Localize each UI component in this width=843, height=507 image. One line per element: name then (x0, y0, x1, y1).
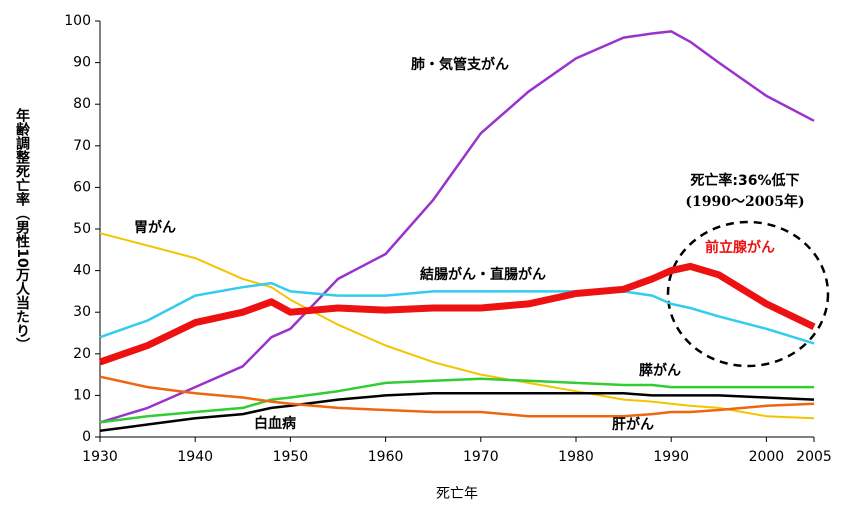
y-tick-label: 10 (73, 387, 91, 403)
y-tick-label: 50 (73, 221, 91, 237)
series-label: 白血病 (254, 415, 296, 432)
series-line (99, 375, 815, 418)
x-tick-label: 1950 (273, 449, 309, 465)
series-label: 胃がん (134, 219, 176, 236)
series-label: 肝がん (612, 416, 654, 433)
series-label: 前立腺がん (705, 239, 775, 256)
y-tick-label: 60 (73, 179, 91, 195)
series-line (99, 392, 815, 433)
highlight-circle (666, 220, 830, 368)
x-tick-label: 2005 (796, 449, 832, 465)
annotation: 死亡率:36%低下 (689, 172, 799, 189)
y-tick-label: 30 (73, 304, 91, 320)
x-tick-label: 1970 (463, 449, 499, 465)
series-line (98, 262, 816, 366)
x-tick-label: 1930 (82, 449, 118, 465)
y-axis-label: 年齢調整死亡率（男性10万人当たり） (14, 108, 31, 352)
x-axis-label: 死亡年 (436, 486, 478, 502)
y-tick-label: 80 (73, 96, 91, 112)
annotation: (1990〜2005年) (685, 193, 804, 210)
x-tick-label: 2000 (749, 449, 785, 465)
x-tick-label: 1960 (368, 449, 404, 465)
y-tick-label: 40 (73, 263, 91, 279)
series-label: 膵がん (639, 362, 681, 379)
series-label: 結腸がん・直腸がん (420, 266, 546, 283)
x-tick-label: 1980 (558, 449, 594, 465)
y-tick-label: 70 (73, 138, 91, 154)
series-line (99, 377, 814, 424)
series-line (99, 30, 815, 424)
series-label: 肺・気管支がん (411, 56, 509, 73)
y-tick-label: 20 (73, 346, 91, 362)
y-tick-label: 0 (82, 429, 91, 445)
y-tick-label: 90 (73, 55, 91, 71)
x-tick-label: 1990 (653, 449, 689, 465)
series-line (99, 281, 815, 345)
x-tick-label: 1940 (177, 449, 213, 465)
y-tick-label: 100 (64, 13, 91, 29)
series-line (99, 232, 815, 420)
